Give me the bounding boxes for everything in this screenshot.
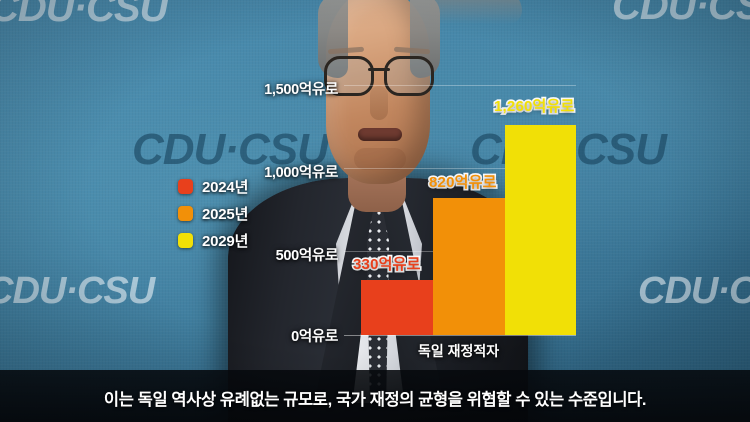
wall-logo: CDU·CSU: [0, 270, 155, 312]
y-axis-tick-1500: 1,500억유로: [264, 82, 338, 98]
legend-swatch-2029: [178, 233, 193, 248]
y-axis-tick-500: 500억유로: [275, 248, 339, 264]
legend-label-2025: 2025년: [202, 206, 249, 223]
bar-label-2029: 1,260억유로: [492, 96, 576, 116]
legend-item-2024[interactable]: 2024년: [178, 176, 248, 197]
subtitle-text: 이는 독일 역사상 유례없는 규모로, 국가 재정의 균형을 위협할 수 있는 …: [103, 391, 647, 409]
chart-legend: 2024년 2025년 2029년: [178, 176, 248, 257]
wall-logo: CDU·CSU: [612, 0, 750, 28]
legend-swatch-2025: [178, 206, 193, 221]
wall-logo: CDU·CSU: [638, 270, 750, 312]
legend-label-2024: 2024년: [202, 179, 249, 196]
bar-2024[interactable]: [361, 280, 433, 335]
legend-swatch-2024: [178, 179, 193, 194]
legend-label-2029: 2029년: [202, 233, 249, 250]
gridline-0: [344, 335, 576, 336]
legend-item-2029[interactable]: 2029년: [178, 230, 248, 251]
subtitle-band: [0, 370, 750, 422]
bar-label-2025: 820억유로: [427, 172, 498, 192]
legend-item-2025[interactable]: 2025년: [178, 203, 248, 224]
gridline-1000: [344, 168, 576, 169]
wall-logo: CDU·CSU: [132, 125, 329, 174]
bar-label-2024: 330억유로: [351, 254, 422, 274]
eyeglasses-icon: [324, 56, 434, 96]
gridline-1500: [344, 85, 576, 86]
wall-logo: CDU·CSU: [0, 0, 168, 30]
bar-2029[interactable]: [505, 125, 576, 335]
y-axis-tick-1000: 1,000억유로: [264, 165, 338, 181]
y-axis-tick-0: 0억유로: [291, 329, 338, 345]
bar-2025[interactable]: [433, 198, 505, 335]
x-axis-label: 독일 재정적자: [418, 343, 500, 359]
